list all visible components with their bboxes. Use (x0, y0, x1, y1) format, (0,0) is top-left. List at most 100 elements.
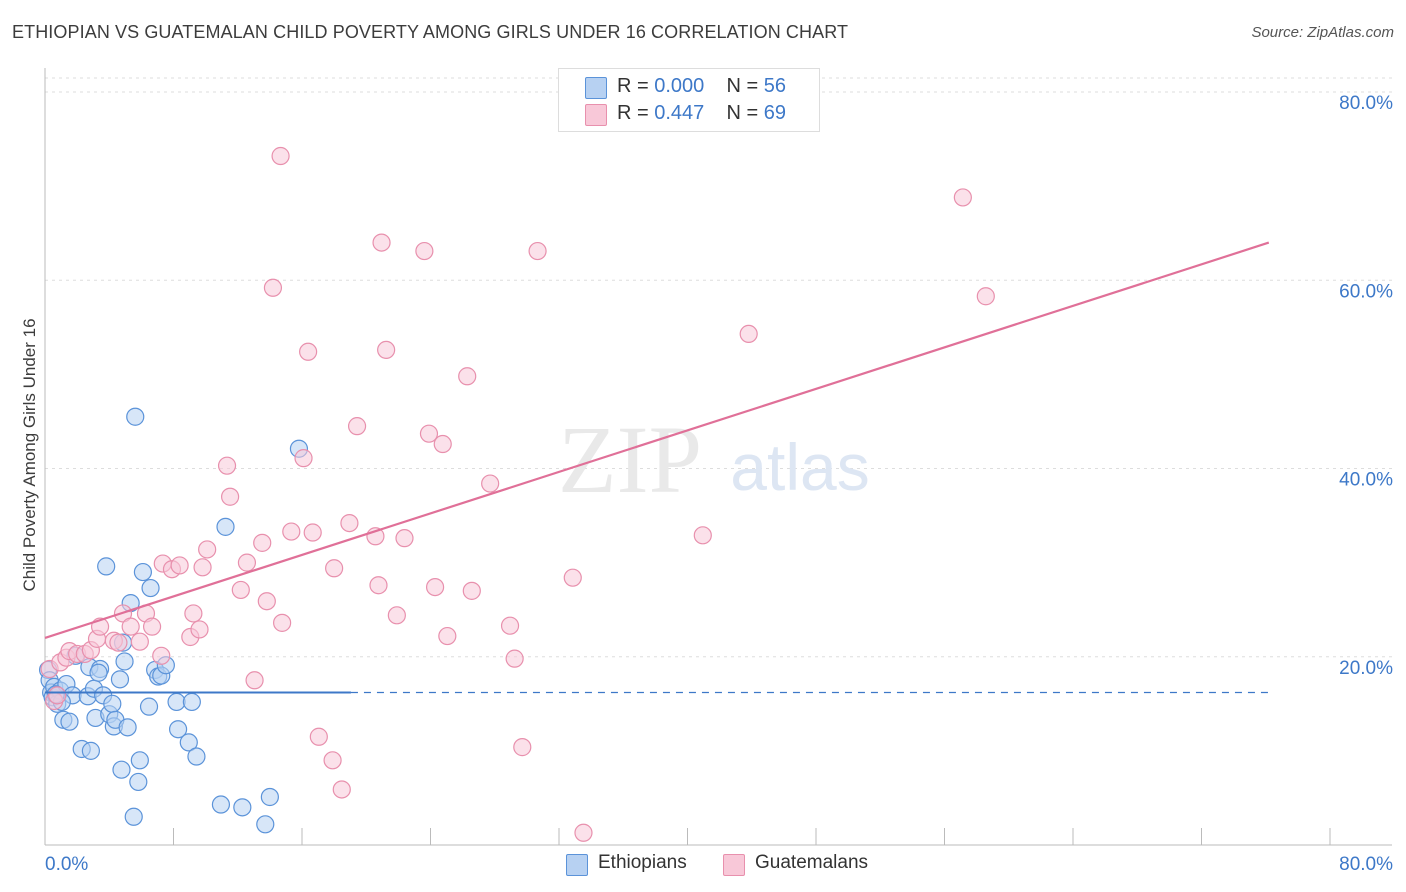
guatemalan-point (739, 324, 758, 344)
guatemalan-point (184, 604, 203, 623)
guatemalan-point (217, 456, 237, 475)
ethiopian-point (130, 751, 149, 770)
legend-r-label: R = (617, 102, 649, 124)
ethiopian-point (112, 760, 131, 779)
guatemalan-point (325, 559, 344, 578)
guatemalan-point (198, 540, 217, 559)
legend-r-value: 0.000 (654, 75, 705, 97)
source-label: Source: ZipAtlas.com (1251, 24, 1394, 41)
guatemalan-point (221, 487, 240, 506)
guatemalans-trend-line (44, 241, 1270, 639)
guatemalan-point (109, 633, 128, 652)
ethiopian-point (182, 692, 201, 712)
legend-n-value: 69 (763, 102, 787, 124)
legend-swatch-guatemalans (723, 854, 745, 876)
legend-series: Ethiopians Guatemalans (0, 852, 1406, 878)
guatemalan-point (193, 558, 212, 577)
ethiopian-point (115, 652, 134, 671)
guatemalan-point (231, 580, 250, 600)
guatemalan-point (253, 533, 272, 552)
guatemalan-point (481, 474, 500, 493)
ethiopian-point (256, 815, 275, 834)
ethiopian-point (89, 663, 108, 682)
legend-label-ethiopians: Ethiopians (598, 852, 687, 873)
guatemalans-points (40, 146, 995, 842)
guatemalan-point (693, 526, 712, 545)
guatemalan-point (953, 188, 972, 207)
ethiopian-point (97, 557, 116, 576)
guatemalan-point (574, 823, 593, 842)
legend-stats: R = 0.000 N = 56 R = 0.447 N = 69 (558, 68, 820, 132)
guatemalan-point (263, 278, 283, 297)
guatemalan-point (372, 233, 391, 252)
guatemalan-point (505, 649, 524, 668)
tick-labels: 20.0% 40.0% 60.0% 80.0% 0.0% 80.0% (45, 93, 1393, 875)
guatemalan-point (438, 626, 457, 646)
guatemalan-point (369, 576, 388, 595)
guatemalan-point (299, 342, 318, 361)
guatemalan-point (415, 241, 434, 261)
trend-lines (44, 241, 1270, 694)
guatemalan-point (257, 592, 276, 611)
ethiopian-point (118, 718, 137, 737)
guatemalan-point (340, 513, 359, 533)
ethiopian-point (124, 807, 143, 826)
axes (44, 68, 1392, 846)
guatemalan-point (513, 738, 532, 757)
ethiopian-point (141, 578, 160, 598)
guatemalan-point (419, 424, 439, 443)
x-tick-label: 80.0% (1339, 854, 1393, 875)
guatemalan-point (377, 340, 396, 360)
ethiopian-point (133, 562, 153, 582)
legend-swatch-ethiopians (566, 854, 588, 876)
ethiopian-point (126, 407, 145, 426)
guatemalan-point (563, 568, 582, 587)
guatemalan-point (323, 751, 342, 770)
watermark-atlas: atlas (730, 430, 869, 504)
y-tick-label: 40.0% (1339, 470, 1393, 491)
guatemalan-point (309, 727, 328, 746)
guatemalan-point (152, 646, 171, 665)
ethiopian-point (81, 741, 100, 760)
ethiopian-point (110, 670, 130, 689)
legend-n-label: N = (726, 75, 759, 97)
ethiopian-point (139, 697, 159, 716)
ethiopian-point (168, 720, 188, 739)
ethiopian-point (233, 798, 252, 817)
guatemalan-point (48, 686, 67, 705)
guatemalan-point (458, 367, 477, 386)
legend-swatch-guatemalans (585, 104, 607, 126)
ethiopian-point (260, 787, 279, 807)
legend-swatch-ethiopians (585, 77, 607, 99)
ethiopian-point (103, 694, 122, 713)
guatemalan-point (237, 553, 257, 572)
y-tick-label: 60.0% (1339, 281, 1393, 302)
guatemalan-point (273, 613, 292, 632)
guatemalan-point (170, 556, 189, 575)
guatemalan-point (294, 449, 313, 468)
guatemalan-point (387, 606, 406, 625)
ethiopian-point (211, 795, 231, 814)
guatemalan-point (528, 241, 547, 261)
y-tick-label: 20.0% (1339, 658, 1393, 679)
guatemalan-point (121, 617, 140, 636)
legend-r-value: 0.447 (654, 102, 705, 124)
watermark-zip: ZIP (558, 406, 702, 513)
guatemalan-point (130, 632, 149, 651)
guatemalan-point (142, 617, 162, 636)
ethiopian-point (216, 517, 235, 536)
guatemalan-point (347, 417, 367, 436)
y-tick-label: 80.0% (1339, 93, 1393, 114)
ethiopian-point (60, 712, 79, 731)
guatemalan-point (245, 671, 264, 690)
guatemalan-point (462, 581, 481, 600)
watermark: ZIP atlas (558, 406, 870, 513)
legend-r-label: R = (617, 75, 649, 97)
chart-title: ETHIOPIAN VS GUATEMALAN CHILD POVERTY AM… (12, 22, 849, 42)
guatemalan-point (190, 620, 209, 639)
ethiopian-point (179, 733, 198, 752)
guatemalan-point (303, 523, 322, 542)
y-axis-label: Child Poverty Among Girls Under 16 (20, 318, 39, 592)
legend-n-label: N = (726, 102, 759, 124)
